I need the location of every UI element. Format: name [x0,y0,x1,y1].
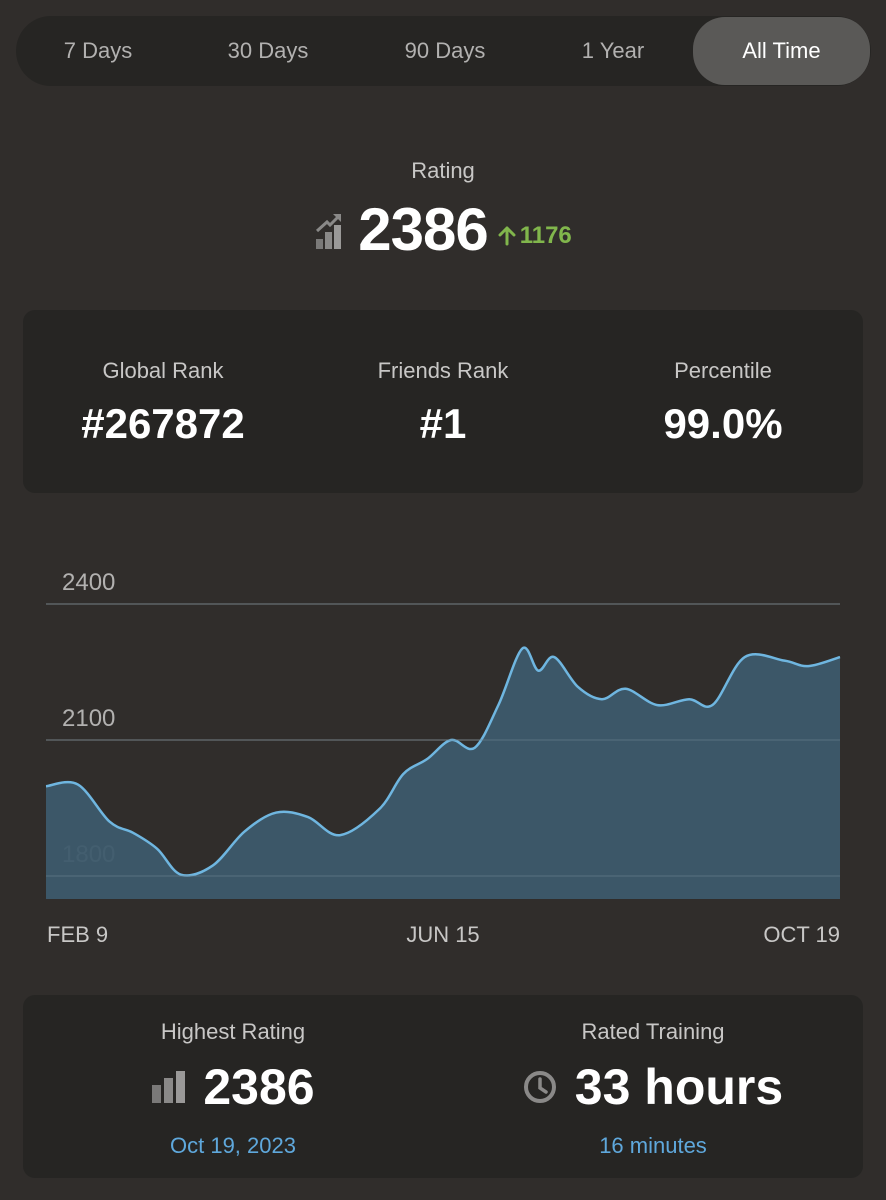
rating-row: 2386 1176 [0,194,886,264]
rated-training-stat: Rated Training 33 hours 16 minutes [443,995,863,1178]
friends-rank-value: #1 [419,400,467,447]
tab-1-year[interactable]: 1 Year [581,38,645,63]
summary-card: Highest Rating 2386 Oct 19, 2023 Rated T… [23,995,863,1178]
percentile-value: 99.0% [663,400,783,447]
highest-rating-stat: Highest Rating 2386 Oct 19, 2023 [23,995,443,1178]
rated-training-row: 33 hours [443,1057,863,1117]
rating-value: 2386 [358,195,488,263]
rating-area [46,647,840,899]
bar-chart-icon [152,1071,186,1103]
tab-90-days[interactable]: 90 Days [404,38,486,63]
x-tick-label: JUN 15 [406,922,479,947]
clock-icon [523,1071,556,1103]
x-tick-label: OCT 19 [763,922,840,947]
rated-training-value: 33 hours [574,1059,784,1115]
rating-line [45,646,841,877]
rating-trend-icon [316,214,342,249]
friends-rank-label: Friends Rank [377,358,509,383]
rank-card: Global Rank #267872 Friends Rank #1 Perc… [23,310,863,493]
y-tick-label: 2100 [62,705,115,732]
rating-change-value: 1176 [519,222,572,249]
percentile-label: Percentile [674,358,772,383]
tab-7-days[interactable]: 7 Days [63,38,133,63]
global-rank-label: Global Rank [102,358,224,383]
arrow-up-icon [498,226,516,246]
tab-all-time[interactable]: All Time [693,17,870,85]
rating-change: 1176 [498,222,572,250]
rated-training-minutes: 16 minutes [599,1133,707,1158]
highest-rating-label: Highest Rating [160,1019,306,1044]
rated-training-label: Rated Training [581,1019,725,1044]
highest-rating-value: 2386 [203,1059,315,1115]
highest-rating-row: 2386 [23,1057,443,1117]
x-tick-label: FEB 9 [47,922,108,947]
y-tick-label: 2400 [62,569,115,596]
highest-rating-date[interactable]: Oct 19, 2023 [170,1133,296,1158]
period-tabs: 7 Days 30 Days 90 Days 1 Year All Time [16,16,871,86]
rating-label: Rating [411,158,475,183]
global-rank-value: #267872 [81,400,245,447]
tab-30-days[interactable]: 30 Days [227,38,309,63]
